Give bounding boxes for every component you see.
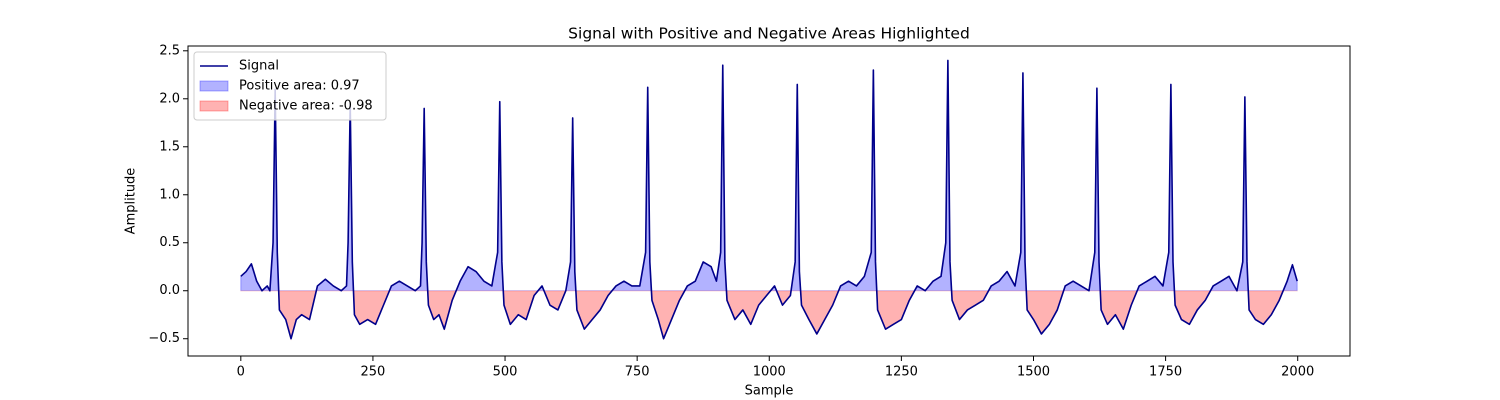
legend-box [193, 51, 387, 121]
legend-patch [199, 100, 229, 112]
legend-label: Negative area: -0.98 [239, 99, 373, 114]
x-tick-label: 0 [237, 365, 245, 380]
x-tick-label: 2000 [1281, 365, 1314, 380]
x-axis-label: Sample [745, 384, 794, 399]
x-tick-label: 1500 [1017, 365, 1050, 380]
x-tick-label: 1750 [1149, 365, 1182, 380]
y-tick-label: 2.5 [159, 43, 180, 58]
y-tick-label: 2.0 [159, 91, 180, 106]
y-tick-label: 0.5 [159, 235, 180, 250]
legend-label: Positive area: 0.97 [239, 79, 360, 94]
legend-label: Signal [239, 59, 279, 74]
y-axis-label: Amplitude [124, 168, 139, 235]
area-positive [240, 60, 1298, 291]
x-tick-label: 250 [361, 365, 386, 380]
signal-line [240, 59, 1298, 340]
x-tick-label: 750 [625, 365, 650, 380]
y-tick-label: −0.5 [148, 331, 180, 346]
area-negative [240, 290, 1298, 341]
plot-frame [187, 45, 1351, 357]
x-tick-label: 1250 [885, 365, 918, 380]
chart-title: Signal with Positive and Negative Areas … [568, 25, 970, 43]
y-tick-label: 1.5 [159, 139, 180, 154]
y-tick-label: 0.0 [159, 283, 180, 298]
x-tick-label: 1000 [753, 365, 786, 380]
y-tick-label: 1.0 [159, 187, 180, 202]
x-tick-label: 500 [493, 365, 518, 380]
legend-patch [199, 80, 229, 92]
